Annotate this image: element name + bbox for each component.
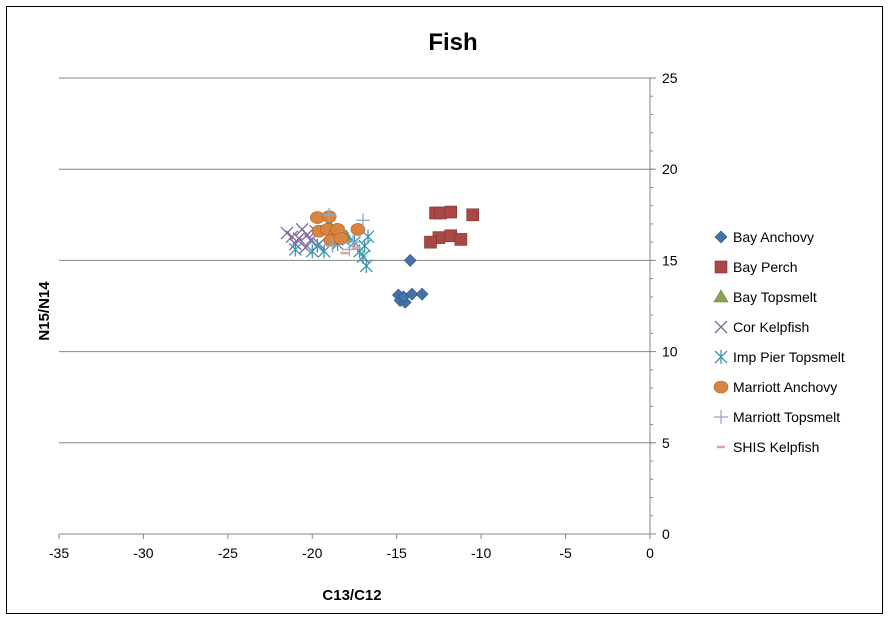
y-tick-label: 0	[662, 526, 670, 542]
data-point-bay-anchovy	[405, 287, 419, 301]
x-tick-labels: -35 -30 -25 -20 -15 -10 -5 0	[49, 545, 654, 561]
legend-marker-marriott-topsmelt	[714, 410, 728, 424]
data-point-bay-anchovy	[415, 287, 429, 301]
data-point-marriott-topsmelt	[325, 238, 340, 253]
data-point-bay-anchovy	[403, 253, 417, 267]
legend-item-bay-anchovy: Bay Anchovy	[714, 229, 814, 245]
legend-item-bay-topsmelt: Bay Topsmelt	[713, 289, 817, 305]
y-tick-label: 5	[662, 435, 670, 451]
data-point-marriott-topsmelt	[322, 207, 337, 222]
legend-label-marriott-topsmelt: Marriott Topsmelt	[733, 409, 840, 425]
data-point-bay-perch	[444, 205, 458, 219]
data-point-imp-pier-topsmelt	[288, 242, 302, 257]
data-point-marriott-anchovy	[333, 232, 349, 245]
x-tick-label: -15	[387, 545, 407, 561]
data-point-imp-pier-topsmelt	[317, 244, 331, 259]
data-point-marriott-topsmelt	[342, 242, 357, 257]
data-points	[280, 205, 480, 309]
y-tick-labels: 0 5 10 15 20 25	[662, 70, 678, 542]
data-point-bay-perch	[454, 233, 468, 246]
x-tick-label: -20	[302, 545, 322, 561]
y-tick-label: 20	[662, 161, 678, 177]
data-point-marriott-topsmelt	[355, 213, 370, 228]
x-tick-label: -5	[559, 545, 572, 561]
x-axis-title: C13/C12	[322, 587, 381, 604]
legend-label-bay-topsmelt: Bay Topsmelt	[733, 289, 817, 305]
data-point-cor-kelpfish	[304, 233, 318, 247]
legend: Bay Anchovy Bay Perch Bay Topsmelt Cor Kelp…	[713, 229, 845, 455]
legend-marker-cor-kelpfish	[714, 320, 728, 334]
y-tick-label: 25	[662, 70, 678, 86]
legend-item-imp-pier-topsmelt: Imp Pier Topsmelt	[714, 349, 845, 365]
axes	[58, 77, 656, 539]
legend-item-marriott-topsmelt: Marriott Topsmelt	[714, 409, 840, 425]
legend-marker-bay-perch	[714, 260, 728, 274]
legend-label-imp-pier-topsmelt: Imp Pier Topsmelt	[733, 349, 845, 365]
x-tick-label: -10	[471, 545, 491, 561]
data-point-imp-pier-topsmelt	[310, 238, 324, 253]
x-tick-label: -30	[133, 545, 153, 561]
legend-item-bay-perch: Bay Perch	[714, 259, 798, 275]
legend-marker-imp-pier-topsmelt	[714, 350, 728, 364]
chart-frame: Fish -35 -30 -25 -20 -15 -10 -5 0 0 5 10 15 20 25 C1…	[6, 6, 883, 614]
x-tick-label: -25	[218, 545, 238, 561]
data-point-bay-perch	[424, 235, 437, 249]
legend-item-marriott-anchovy: Marriott Anchovy	[713, 379, 837, 395]
y-axis-title: N15/N14	[36, 281, 53, 341]
legend-label-bay-anchovy: Bay Anchovy	[733, 229, 814, 245]
y-tick-label: 10	[662, 344, 678, 360]
legend-marker-marriott-anchovy	[713, 380, 729, 394]
data-point-bay-perch	[466, 208, 480, 222]
legend-label-marriott-anchovy: Marriott Anchovy	[733, 379, 837, 395]
x-tick-label: 0	[646, 545, 654, 561]
y-tick-label: 15	[662, 252, 678, 268]
grid-lines	[59, 77, 650, 444]
legend-item-shis-kelpfish: SHIS Kelpfish	[717, 439, 819, 455]
x-tick-label: -35	[49, 545, 69, 561]
legend-marker-bay-topsmelt	[713, 289, 729, 303]
scatter-chart: Fish -35 -30 -25 -20 -15 -10 -5 0 0 5 10 15 20 25 C1…	[36, 29, 845, 604]
legend-label-shis-kelpfish: SHIS Kelpfish	[733, 439, 819, 455]
data-point-imp-pier-topsmelt	[356, 249, 370, 264]
data-point-marriott-anchovy	[350, 223, 366, 236]
legend-label-bay-perch: Bay Perch	[733, 259, 798, 275]
legend-marker-bay-anchovy	[714, 230, 728, 244]
legend-item-cor-kelpfish: Cor Kelpfish	[714, 319, 809, 335]
legend-label-cor-kelpfish: Cor Kelpfish	[733, 319, 809, 335]
chart-title: Fish	[428, 29, 477, 56]
